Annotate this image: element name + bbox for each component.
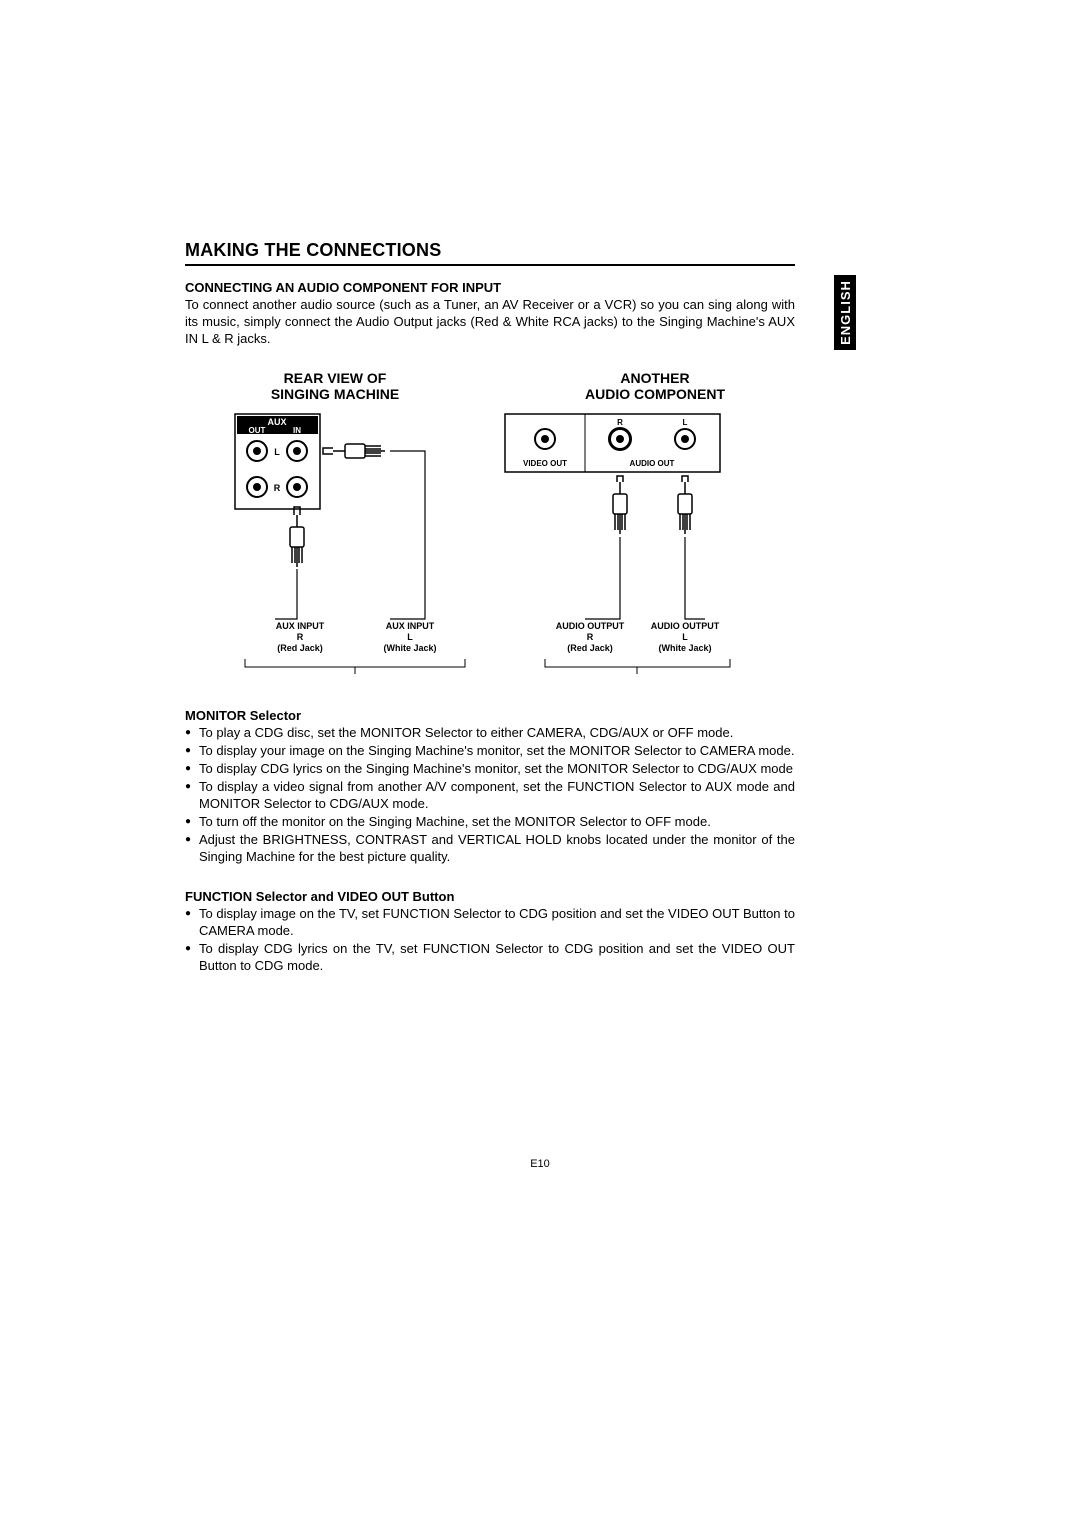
list-item: Adjust the BRIGHTNESS, CONTRAST and VERT… [185, 832, 795, 866]
list-item: To display CDG lyrics on the Singing Mac… [185, 761, 795, 778]
svg-text:R: R [297, 632, 304, 642]
list-item: To play a CDG disc, set the MONITOR Sele… [185, 725, 795, 742]
svg-text:AUX: AUX [267, 417, 286, 427]
svg-text:(Red Jack): (Red Jack) [567, 643, 613, 653]
list-item: To display a video signal from another A… [185, 779, 795, 813]
monitor-list: To play a CDG disc, set the MONITOR Sele… [185, 725, 795, 865]
list-item: To display image on the TV, set FUNCTION… [185, 906, 795, 940]
svg-text:L: L [683, 418, 688, 427]
svg-text:AUX INPUT: AUX INPUT [276, 621, 325, 631]
section-heading-monitor: MONITOR Selector [185, 708, 795, 723]
svg-text:AUDIO OUTPUT: AUDIO OUTPUT [556, 621, 625, 631]
svg-text:IN: IN [293, 426, 301, 435]
language-label: ENGLISH [838, 280, 853, 345]
svg-text:L: L [407, 632, 413, 642]
page-number: E10 [0, 1158, 1080, 1170]
list-item: To turn off the monitor on the Singing M… [185, 814, 795, 831]
connecting-paragraph: To connect another audio source (such as… [185, 297, 795, 348]
svg-text:AUDIO OUT: AUDIO OUT [630, 459, 675, 468]
svg-text:(White Jack): (White Jack) [658, 643, 711, 653]
connection-diagram: AUX OUT IN L R [185, 409, 745, 679]
page-content: MAKING THE CONNECTIONS CONNECTING AN AUD… [185, 240, 795, 976]
diagram-title-left: REAR VIEW OF SINGING MACHINE [235, 370, 435, 404]
svg-text:VIDEO OUT: VIDEO OUT [523, 459, 567, 468]
function-list: To display image on the TV, set FUNCTION… [185, 906, 795, 975]
svg-text:R: R [587, 632, 594, 642]
svg-text:OUT: OUT [249, 426, 266, 435]
svg-text:L: L [682, 632, 688, 642]
section-heading-function: FUNCTION Selector and VIDEO OUT Button [185, 889, 795, 904]
diagram-title-right: ANOTHER AUDIO COMPONENT [545, 370, 765, 404]
svg-text:L: L [274, 447, 280, 457]
svg-text:AUDIO OUTPUT: AUDIO OUTPUT [651, 621, 720, 631]
list-item: To display your image on the Singing Mac… [185, 743, 795, 760]
svg-text:R: R [274, 483, 281, 493]
page-title: MAKING THE CONNECTIONS [185, 240, 795, 266]
diagram-titles: REAR VIEW OF SINGING MACHINE ANOTHER AUD… [185, 370, 795, 404]
svg-text:(White Jack): (White Jack) [383, 643, 436, 653]
list-item: To display CDG lyrics on the TV, set FUN… [185, 941, 795, 975]
svg-text:AUX INPUT: AUX INPUT [386, 621, 435, 631]
language-tab: ENGLISH [834, 275, 856, 350]
svg-text:R: R [617, 418, 623, 427]
svg-text:(Red Jack): (Red Jack) [277, 643, 323, 653]
section-heading-connecting: CONNECTING AN AUDIO COMPONENT FOR INPUT [185, 280, 795, 295]
